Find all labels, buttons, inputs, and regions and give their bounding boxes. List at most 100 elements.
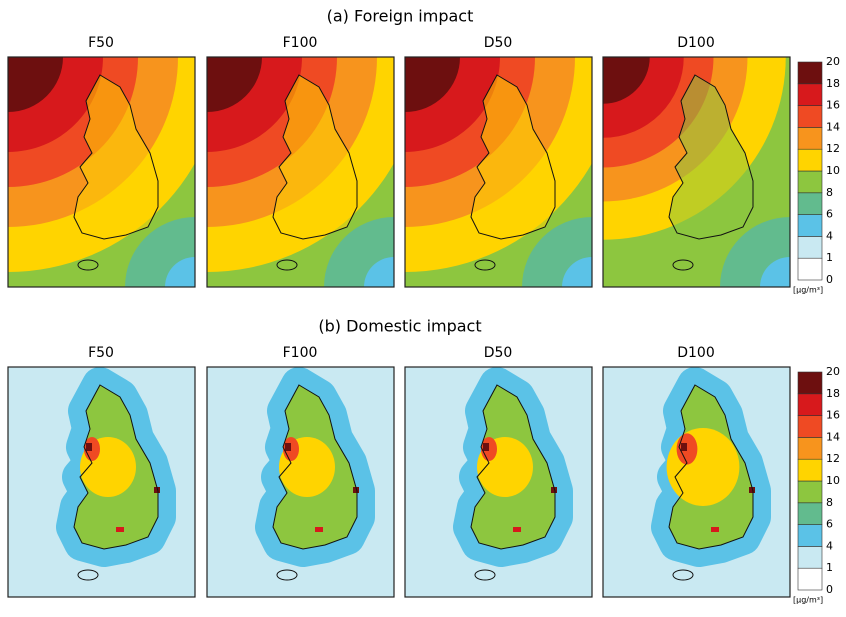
colorbar-unit: [μg/m³] — [793, 286, 823, 295]
colorbar-bin — [797, 546, 823, 569]
map-panel — [7, 366, 196, 598]
field — [483, 443, 489, 451]
colorbar-bin — [797, 371, 823, 395]
panel-frame — [404, 56, 593, 288]
field — [8, 57, 63, 112]
field — [711, 527, 719, 532]
colorbar-bin — [797, 105, 823, 128]
colorbar-tick-label: 18 — [826, 77, 840, 90]
panel-title: F100 — [283, 345, 318, 361]
coastline — [272, 74, 358, 240]
coastline — [272, 384, 358, 550]
panel-title: F50 — [88, 345, 114, 361]
panel-title: D50 — [484, 35, 513, 51]
map-panel — [602, 56, 791, 288]
field — [116, 527, 124, 532]
colorbar-tick-label: 6 — [826, 518, 833, 531]
colorbar-bin — [797, 567, 823, 591]
colorbar-bin — [797, 148, 823, 172]
panel-frame — [404, 366, 593, 598]
map-panel — [206, 366, 395, 598]
panel-frame — [7, 56, 196, 288]
colorbar-bin — [797, 502, 823, 525]
colorbar-tick-label: 20 — [826, 365, 840, 378]
colorbar-bin — [797, 83, 823, 106]
colorbar-bin — [797, 393, 823, 416]
colorbar-bin — [797, 437, 823, 460]
field — [86, 443, 92, 451]
island — [672, 259, 694, 271]
colorbar-bin — [797, 480, 823, 504]
island — [276, 569, 298, 581]
field — [165, 257, 195, 287]
field — [285, 443, 291, 451]
island — [77, 259, 99, 271]
field — [207, 57, 262, 112]
colorbar-tick-label: 1 — [826, 561, 833, 574]
colorbar-bin — [797, 524, 823, 547]
field — [405, 57, 460, 112]
colorbar-tick-label: 0 — [826, 583, 833, 596]
panel-frame — [7, 366, 196, 598]
map-field — [207, 57, 394, 287]
colorbar-tick-label: 4 — [826, 539, 833, 552]
colorbar-bin — [797, 458, 823, 482]
field — [353, 487, 359, 493]
field — [666, 428, 740, 506]
colorbar-tick-label: 10 — [826, 474, 840, 487]
field — [74, 75, 158, 239]
panel-frame — [206, 56, 395, 288]
map-field — [405, 57, 592, 287]
field — [551, 487, 557, 493]
panel-title: F50 — [88, 35, 114, 51]
island — [276, 259, 298, 271]
colorbar-tick-label: 16 — [826, 409, 840, 422]
colorbar-tick-label: 6 — [826, 208, 833, 221]
field — [154, 487, 160, 493]
field — [603, 57, 650, 104]
colorbar-bin — [797, 214, 823, 237]
field — [749, 487, 755, 493]
colorbar-tick-label: 0 — [826, 273, 833, 286]
coastline — [470, 384, 556, 550]
colorbar-tick-label: 16 — [826, 99, 840, 112]
panel-frame — [602, 366, 791, 598]
map-panel — [404, 56, 593, 288]
coastline — [668, 384, 754, 550]
colorbar-tick-label: 10 — [826, 164, 840, 177]
field — [760, 257, 790, 287]
field — [273, 75, 357, 239]
field — [471, 75, 555, 239]
colorbar-tick-label: 1 — [826, 251, 833, 264]
island — [474, 569, 496, 581]
colorbar-tick-label: 12 — [826, 142, 840, 155]
coastline — [668, 74, 754, 240]
island — [474, 259, 496, 271]
map-field — [603, 367, 790, 597]
colorbar-bin — [797, 257, 823, 281]
colorbar-tick-label: 12 — [826, 452, 840, 465]
colorbar-bin — [797, 192, 823, 215]
map-field — [207, 367, 394, 597]
panel-title: D100 — [677, 345, 715, 361]
panel-title: D50 — [484, 345, 513, 361]
map-panel — [404, 366, 593, 598]
map-panel — [602, 366, 791, 598]
colorbar-tick-label: 4 — [826, 229, 833, 242]
colorbar-tick-label: 20 — [826, 55, 840, 68]
panel-title: F100 — [283, 35, 318, 51]
coastline — [73, 384, 159, 550]
coastline — [470, 74, 556, 240]
island — [77, 569, 99, 581]
map-field — [603, 57, 790, 287]
colorbar-bin — [797, 170, 823, 194]
panel-frame — [602, 56, 791, 288]
field — [513, 527, 521, 532]
panel-frame — [206, 366, 395, 598]
colorbar-bin — [797, 127, 823, 150]
colorbar-tick-label: 8 — [826, 186, 833, 199]
field — [669, 75, 753, 239]
colorbar-bin — [797, 236, 823, 259]
map-field — [8, 57, 195, 287]
field — [562, 257, 592, 287]
